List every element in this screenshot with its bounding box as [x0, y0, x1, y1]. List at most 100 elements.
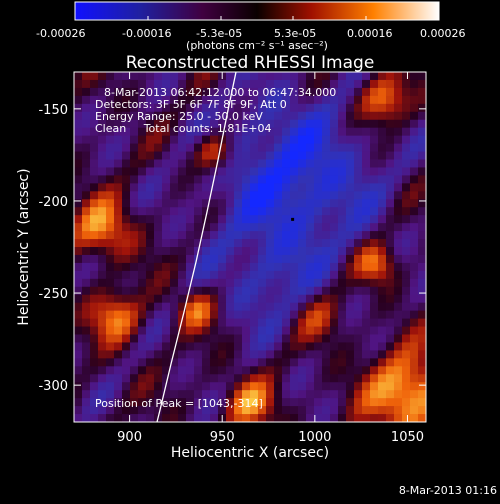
- heatmap-cell: [178, 270, 187, 280]
- heatmap-cell: [114, 390, 123, 399]
- heatmap-cell: [122, 366, 131, 375]
- heatmap-cell: [274, 358, 283, 367]
- heatmap-cell: [106, 199, 115, 208]
- heatmap-cell: [106, 326, 115, 336]
- heatmap-cell: [234, 111, 243, 121]
- heatmap-cell: [146, 414, 155, 422]
- heatmap-cell: [282, 167, 291, 176]
- heatmap-cell: [146, 119, 155, 129]
- heatmap-cell: [178, 358, 187, 367]
- heatmap-cell: [378, 79, 387, 89]
- heatmap-cell: [106, 143, 115, 153]
- heatmap-cell: [402, 310, 411, 320]
- heatmap-cell: [122, 302, 131, 312]
- heatmap-cell: [130, 350, 139, 359]
- heatmap-cell: [106, 270, 115, 280]
- heatmap-cell: [114, 79, 123, 89]
- heatmap-cell: [250, 366, 259, 375]
- heatmap-cell: [226, 103, 235, 113]
- y-tick-label: -300: [38, 379, 68, 394]
- heatmap-cell: [226, 159, 235, 169]
- heatmap-cell: [370, 398, 379, 407]
- heatmap-cell: [186, 254, 195, 264]
- heatmap-cell: [202, 382, 211, 391]
- heatmap-cell: [178, 247, 187, 256]
- heatmap-cell: [162, 390, 171, 399]
- heatmap-cell: [202, 175, 211, 184]
- heatmap-cell: [290, 318, 299, 328]
- heatmap-cell: [234, 175, 243, 184]
- heatmap-cell: [178, 326, 187, 336]
- heatmap-cell: [266, 414, 275, 422]
- heatmap-cell: [114, 239, 123, 248]
- heatmap-cell: [330, 382, 339, 391]
- heatmap-cell: [186, 286, 195, 296]
- heatmap-cell: [362, 254, 371, 264]
- heatmap-cell: [138, 358, 147, 367]
- heatmap-cell: [154, 103, 163, 113]
- heatmap-cell: [338, 406, 347, 415]
- heatmap-cell: [378, 247, 387, 256]
- heatmap-cell: [218, 143, 227, 153]
- heatmap-cell: [314, 95, 323, 105]
- heatmap-cell: [138, 382, 147, 391]
- heatmap-cell: [122, 103, 131, 113]
- heatmap-cell: [306, 374, 315, 383]
- heatmap-cell: [418, 72, 426, 81]
- heatmap-cell: [146, 143, 155, 153]
- heatmap-cell: [202, 390, 211, 399]
- heatmap-cell: [418, 374, 426, 383]
- heatmap-cell: [202, 199, 211, 208]
- heatmap-cell: [362, 358, 371, 367]
- heatmap-cell: [282, 199, 291, 208]
- heatmap-cell: [346, 342, 355, 351]
- heatmap-cell: [98, 231, 107, 240]
- heatmap-cell: [98, 207, 107, 216]
- heatmap-cell: [314, 111, 323, 121]
- heatmap-cell: [242, 231, 251, 240]
- heatmap-cell: [130, 414, 139, 422]
- heatmap-cell: [170, 406, 179, 415]
- heatmap-cell: [282, 310, 291, 320]
- heatmap-cell: [122, 175, 131, 184]
- heatmap-cell: [146, 247, 155, 256]
- heatmap-cell: [178, 103, 187, 113]
- heatmap-cell: [194, 135, 203, 145]
- heatmap-cell: [234, 286, 243, 296]
- heatmap-cell: [114, 119, 123, 129]
- heatmap-cell: [162, 374, 171, 383]
- heatmap-cell: [298, 358, 307, 367]
- heatmap-cell: [274, 183, 283, 192]
- heatmap-cell: [178, 199, 187, 208]
- heatmap-cell: [210, 239, 219, 248]
- heatmap-cell: [258, 87, 267, 97]
- colorbar-tick-label: -0.00016: [122, 27, 171, 40]
- heatmap-cell: [122, 231, 131, 240]
- heatmap-cell: [194, 294, 203, 304]
- heatmap-cell: [266, 175, 275, 184]
- heatmap-cell: [394, 72, 403, 81]
- heatmap-cell: [202, 79, 211, 89]
- heatmap-cell: [178, 294, 187, 304]
- heatmap-cell: [402, 207, 411, 216]
- heatmap-cell: [138, 151, 147, 161]
- heatmap-cell: [402, 95, 411, 105]
- heatmap-cell: [234, 199, 243, 208]
- heatmap-cell: [226, 350, 235, 359]
- heatmap-cell: [114, 302, 123, 312]
- heatmap-cell: [82, 223, 91, 232]
- heatmap-cell: [322, 334, 331, 344]
- heatmap-cell: [298, 286, 307, 296]
- heatmap-cell: [250, 278, 259, 288]
- heatmap-cell: [314, 374, 323, 383]
- heatmap-cell: [162, 215, 171, 224]
- heatmap-cell: [154, 350, 163, 359]
- heatmap-cell: [370, 270, 379, 280]
- heatmap-cell: [354, 382, 363, 391]
- heatmap-cell: [314, 358, 323, 367]
- heatmap-cell: [282, 207, 291, 216]
- heatmap-cell: [194, 382, 203, 391]
- heatmap-cell: [394, 103, 403, 113]
- heatmap-cell: [242, 262, 251, 272]
- heatmap-cell: [234, 318, 243, 328]
